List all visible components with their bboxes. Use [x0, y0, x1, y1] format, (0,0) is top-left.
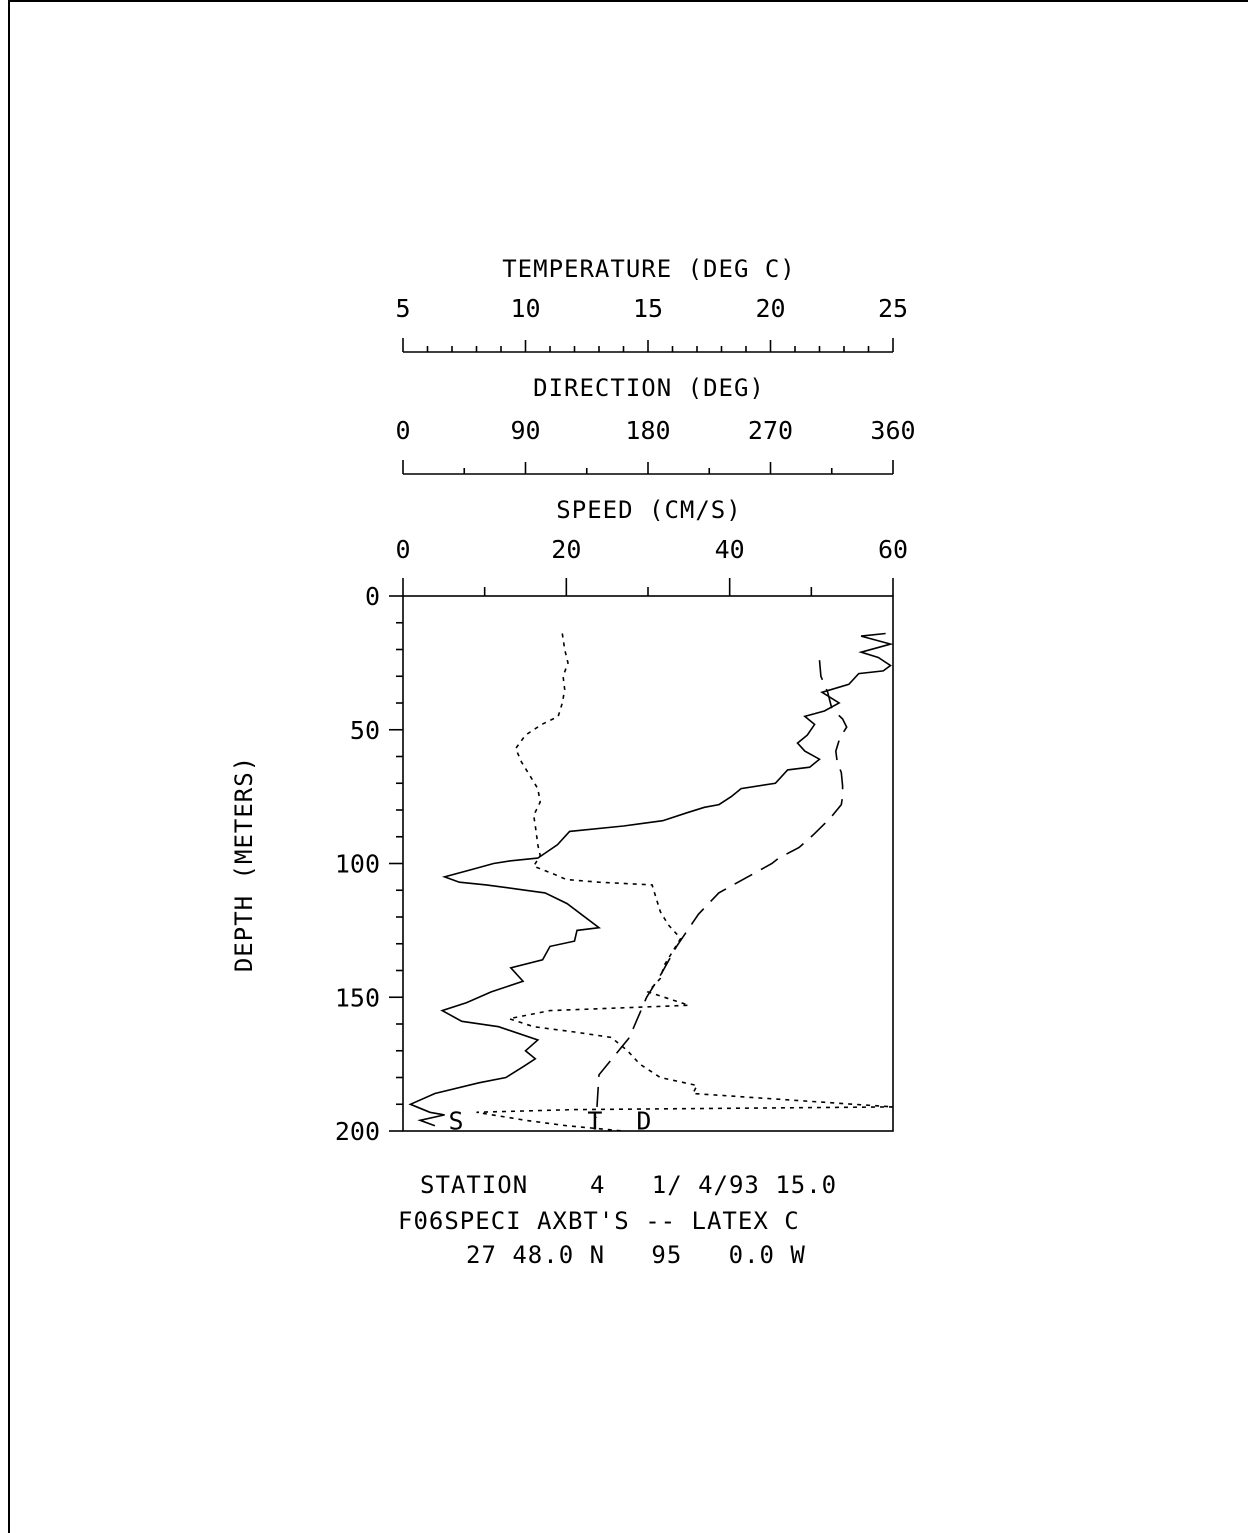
temperature-tick-label: 15 — [633, 294, 663, 323]
plot-frame — [402, 595, 894, 1132]
direction-axis-ticks: 0 90 180 270 360 — [395, 416, 916, 475]
direction-tick-label: 270 — [748, 416, 793, 445]
depth-axis-ticks: 0 50 100 150 200 — [335, 582, 403, 1146]
direction-tick-label: 90 — [510, 416, 540, 445]
direction-tick-label: 0 — [395, 416, 410, 445]
series-s-marker: S — [449, 1106, 464, 1135]
temperature-tick-label: 20 — [755, 294, 785, 323]
depth-tick-label: 50 — [350, 716, 380, 745]
speed-tick-label: 60 — [878, 535, 908, 564]
temperature-axis-title: TEMPERATURE (DEG C) — [502, 255, 796, 283]
speed-tick-label: 40 — [715, 535, 745, 564]
temperature-tick-label: 5 — [395, 294, 410, 323]
direction-axis-title: DIRECTION (DEG) — [533, 374, 765, 402]
speed-tick-label: 0 — [395, 535, 410, 564]
series-t-marker: T — [587, 1106, 602, 1135]
speed-tick-label: 20 — [551, 535, 581, 564]
series-t-line — [408, 632, 894, 1127]
series-s-line — [476, 633, 894, 1132]
series-d-marker: D — [636, 1106, 651, 1135]
temperature-tick-label: 10 — [510, 294, 540, 323]
depth-tick-label: 100 — [335, 850, 380, 879]
temperature-tick-label: 25 — [878, 294, 908, 323]
depth-tick-label: 0 — [365, 582, 380, 611]
station-info: STATION 4 1/ 4/93 15.0 — [420, 1171, 837, 1199]
instrument-info: F06SPECI AXBT'S -- LATEX C — [398, 1207, 800, 1235]
temperature-axis-ticks: 5 10 15 20 25 — [395, 294, 908, 353]
direction-tick-label: 180 — [625, 416, 670, 445]
depth-axis-title: DEPTH (METERS) — [230, 756, 258, 972]
position-info: 27 48.0 N 95 0.0 W — [466, 1241, 806, 1269]
speed-axis-ticks: 0 20 40 60 — [395, 535, 908, 596]
page-frame — [8, 0, 1248, 1533]
series-d-line — [595, 660, 848, 1118]
depth-tick-label: 200 — [335, 1117, 380, 1146]
speed-axis-title: SPEED (CM/S) — [556, 496, 741, 524]
depth-tick-label: 150 — [335, 983, 380, 1012]
direction-tick-label: 360 — [870, 416, 915, 445]
